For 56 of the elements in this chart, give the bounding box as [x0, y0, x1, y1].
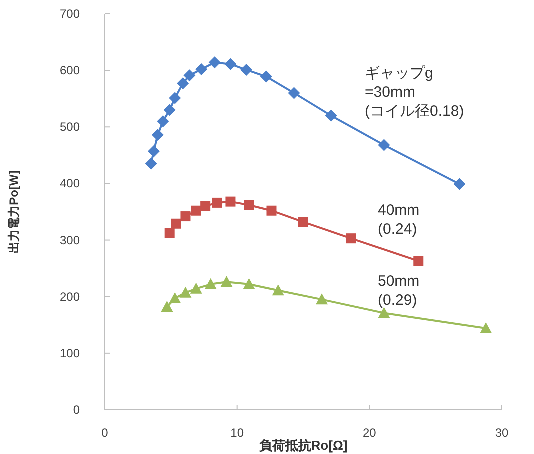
- point: [325, 110, 338, 122]
- x-tick-label: 0: [102, 426, 109, 440]
- point: [244, 200, 254, 210]
- point: [196, 63, 208, 76]
- point: [288, 87, 300, 100]
- point: [272, 284, 284, 296]
- y-tick-label: 300: [60, 233, 80, 248]
- point: [164, 228, 175, 238]
- point: [298, 217, 308, 228]
- point: [184, 70, 196, 82]
- y-tick-label: 100: [60, 346, 80, 360]
- point: [152, 129, 164, 142]
- point: [454, 178, 466, 190]
- point: [212, 198, 222, 208]
- point: [260, 70, 272, 83]
- y-tick-label: 500: [60, 120, 80, 134]
- point: [164, 104, 176, 116]
- point: [180, 286, 192, 298]
- point: [220, 276, 233, 288]
- point: [171, 218, 182, 229]
- point: [240, 64, 253, 76]
- x-tick-label: 30: [495, 426, 509, 440]
- series-label: 40mm (0.24): [378, 202, 420, 238]
- point: [224, 58, 237, 70]
- series-label: ギャップg =30mm (コイル径0.18): [365, 65, 464, 120]
- point: [145, 158, 158, 170]
- point: [378, 139, 390, 152]
- y-axis-title: 出力電力Po[W]: [7, 170, 21, 254]
- x-axis-title: 負荷抵抗Ro[Ω]: [259, 438, 348, 453]
- point: [208, 56, 221, 69]
- point: [266, 206, 277, 216]
- point: [414, 256, 424, 266]
- y-tick-label: 700: [60, 7, 80, 21]
- x-tick-label: 20: [362, 426, 377, 440]
- point: [226, 196, 236, 207]
- point: [316, 294, 328, 305]
- y-tick-label: 400: [60, 176, 80, 191]
- point: [157, 115, 170, 128]
- point: [204, 278, 217, 290]
- point: [177, 78, 190, 90]
- point: [480, 322, 492, 334]
- point: [243, 278, 256, 290]
- y-tick-label: 600: [60, 64, 80, 78]
- series-label: 50mm (0.29): [378, 273, 420, 309]
- point: [148, 145, 160, 158]
- y-tick-label: 0: [73, 403, 80, 417]
- point: [161, 301, 174, 312]
- x-tick-label: 10: [230, 426, 244, 440]
- point: [191, 206, 202, 216]
- point: [169, 92, 182, 104]
- y-tick-label: 200: [60, 290, 80, 304]
- point: [200, 201, 211, 212]
- point: [190, 282, 202, 294]
- point: [169, 292, 182, 304]
- point: [346, 234, 356, 244]
- point: [180, 212, 191, 222]
